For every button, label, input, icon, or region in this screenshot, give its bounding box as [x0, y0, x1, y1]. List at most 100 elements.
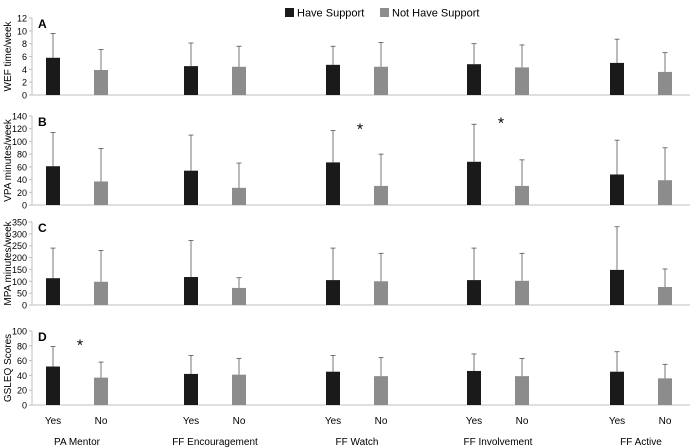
bar-not-have-3 [515, 185, 529, 205]
y-axis-label: MPA minutes/week [3, 220, 14, 305]
panel-letter-b: B [38, 115, 47, 129]
bar-have-4 [610, 371, 624, 405]
bar-not-have-4 [658, 180, 672, 205]
bar-have-4 [610, 269, 624, 305]
y-tick-label: 100 [12, 277, 27, 287]
bar-not-have-1 [232, 374, 246, 405]
bar-have-3 [467, 370, 481, 405]
x-sublabel-no: No [375, 416, 388, 427]
bar-not-have-2 [374, 281, 388, 305]
bar-have-3 [467, 161, 481, 205]
bar-have-4 [610, 62, 624, 95]
bar-not-have-1 [232, 287, 246, 305]
bar-have-1 [184, 277, 198, 305]
bar-have-1 [184, 170, 198, 205]
y-tick-label: 150 [12, 265, 27, 275]
y-tick-label: 80 [17, 341, 27, 351]
x-group-label: FF Involvement [464, 437, 533, 448]
y-axis-label: VPA minutes/week [3, 118, 14, 202]
y-tick-label: 80 [17, 150, 27, 160]
y-tick-label: 10 [17, 26, 27, 36]
x-sublabel-no: No [95, 416, 108, 427]
x-sublabel-no: No [659, 416, 672, 427]
bar-have-0 [46, 166, 60, 205]
bar-have-2 [326, 162, 340, 205]
y-tick-label: 300 [12, 229, 27, 239]
bar-not-have-4 [658, 378, 672, 405]
y-tick-label: 0 [22, 401, 27, 411]
x-sublabel-no: No [516, 416, 529, 427]
bar-have-4 [610, 174, 624, 205]
bar-not-have-3 [515, 376, 529, 405]
y-tick-label: 40 [17, 175, 27, 185]
y-tick-label: 60 [17, 356, 27, 366]
x-axis-labels: Yes No PA Mentor Yes No FF Encouragement Yes No… [45, 416, 672, 448]
x-sublabel-yes: Yes [45, 416, 61, 427]
bar-not-have-3 [515, 280, 529, 305]
legend-swatch-have-support [285, 8, 294, 17]
x-group-label: FF Encouragement [172, 437, 258, 448]
bar-not-have-4 [658, 286, 672, 305]
bar-have-0 [46, 278, 60, 305]
y-tick-label: 100 [12, 137, 27, 147]
x-sublabel-yes: Yes [325, 416, 341, 427]
x-sublabel-yes: Yes [609, 416, 625, 427]
y-tick-label: 50 [17, 289, 27, 299]
significance-star: * [357, 122, 363, 139]
x-group-label: FF Watch [336, 437, 379, 448]
bar-have-1 [184, 66, 198, 95]
bar-not-have-1 [232, 66, 246, 95]
panel-letter-c: C [38, 221, 47, 235]
y-tick-label: 20 [17, 386, 27, 396]
bar-not-have-1 [232, 187, 246, 205]
y-tick-label: 8 [22, 39, 27, 49]
significance-star: * [77, 338, 83, 355]
panel-letter-a: A [38, 17, 47, 31]
y-tick-label: 200 [12, 253, 27, 263]
bar-not-have-0 [94, 69, 108, 95]
y-tick-label: 60 [17, 162, 27, 172]
bar-not-have-2 [374, 376, 388, 405]
y-axis-label: WEF time/week [3, 20, 14, 91]
bar-not-have-2 [374, 66, 388, 95]
y-tick-label: 6 [22, 52, 27, 62]
bar-have-3 [467, 280, 481, 305]
legend-label-not-have-support: Not Have Support [392, 8, 479, 20]
y-tick-label: 120 [12, 124, 27, 134]
legend-label-have-support: Have Support [297, 8, 364, 20]
bar-not-have-4 [658, 71, 672, 95]
bar-have-0 [46, 366, 60, 405]
y-tick-label: 250 [12, 241, 27, 251]
y-tick-label: 0 [22, 201, 27, 211]
bar-not-have-0 [94, 377, 108, 405]
y-tick-label: 140 [12, 112, 27, 122]
bar-have-1 [184, 373, 198, 405]
y-tick-label: 0 [22, 301, 27, 311]
x-sublabel-yes: Yes [466, 416, 482, 427]
y-tick-label: 20 [17, 188, 27, 198]
y-axis-label: GSLEQ Scores [3, 334, 14, 402]
y-tick-label: 0 [22, 91, 27, 101]
x-sublabel-no: No [233, 416, 246, 427]
x-group-label: PA Mentor [54, 437, 101, 448]
x-group-label: FF Active [620, 437, 662, 448]
legend: Have Support Not Have Support [285, 8, 479, 20]
bar-have-3 [467, 64, 481, 95]
significance-star: * [498, 115, 504, 132]
y-tick-label: 350 [12, 218, 27, 228]
bar-have-2 [326, 64, 340, 95]
y-tick-label: 4 [22, 65, 27, 75]
bar-have-2 [326, 280, 340, 305]
y-tick-label: 12 [17, 14, 27, 24]
y-tick-label: 40 [17, 371, 27, 381]
y-tick-label: 100 [12, 327, 27, 337]
x-sublabel-yes: Yes [183, 416, 199, 427]
legend-swatch-not-have-support [380, 8, 389, 17]
bar-have-0 [46, 57, 60, 95]
